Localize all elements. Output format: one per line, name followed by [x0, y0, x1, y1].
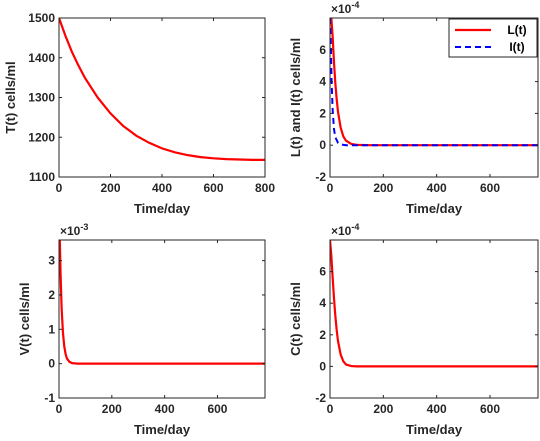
y-tick-label: 6: [319, 265, 326, 279]
y-axis-label: L(t) and I(t) cells/ml: [288, 38, 303, 157]
series-line-0: [59, 18, 265, 162]
legend-entry-label: I(t): [509, 40, 524, 54]
x-tick-label: 600: [480, 402, 500, 416]
y-tick-label: -2: [315, 170, 326, 184]
y-tick-label: 0: [48, 357, 55, 371]
y-tick-label: 1500: [28, 11, 55, 25]
y-tick-label: 3: [48, 254, 55, 268]
y-tick-label: -2: [315, 391, 326, 405]
x-tick-label: 0: [56, 181, 63, 195]
y-tick-label: 2: [319, 328, 326, 342]
y-tick-label: 1: [48, 322, 55, 336]
exponent-multiplier: ×10-3: [60, 222, 88, 238]
y-axis-label: C(t) cells/ml: [288, 282, 303, 356]
panel-t-cells: 0 200 400 600 800 1100 1200 1300 1400 1500 Time/da…: [3, 11, 275, 216]
legend: L(t) I(t): [448, 18, 538, 58]
y-tick-label: 2: [319, 106, 326, 120]
x-tick-label: 400: [152, 181, 172, 195]
y-tick-label: 1300: [28, 91, 55, 105]
y-axis-label: V(t) cells/ml: [17, 283, 32, 356]
y-tick-label: 1100: [29, 170, 55, 184]
legend-entry-label: L(t): [507, 23, 526, 37]
y-tick-label: -1: [44, 391, 55, 405]
x-tick-label: 0: [327, 181, 334, 195]
x-tick-label: 400: [427, 181, 447, 195]
x-tick-label: 200: [373, 402, 393, 416]
exponent-multiplier: ×10-4: [331, 0, 359, 16]
y-tick-label: 0: [319, 359, 326, 373]
y-tick-label: 2: [48, 288, 55, 302]
x-tick-label: 800: [255, 181, 275, 195]
y-tick-label: 6: [319, 43, 326, 57]
x-tick-label: 600: [207, 402, 227, 416]
x-tick-label: 400: [155, 402, 175, 416]
x-axis-label: Time/day: [134, 422, 191, 437]
y-tick-label: 0: [319, 138, 326, 152]
y-tick-label: 1200: [28, 130, 55, 144]
exponent-multiplier: ×10-4: [331, 222, 359, 238]
series-line-0: [330, 240, 538, 368]
x-axis-label: Time/day: [406, 422, 463, 437]
axes-box: [329, 239, 539, 399]
y-tick-label: 1400: [28, 51, 55, 65]
y-tick-label: 4: [319, 75, 326, 89]
x-axis-label: Time/day: [134, 201, 191, 216]
x-tick-label: 600: [480, 181, 500, 195]
y-axis-label: T(t) cells/ml: [3, 61, 18, 133]
axes-box: [329, 17, 539, 178]
y-tick-label: 4: [319, 296, 326, 310]
axes-box: [58, 17, 266, 178]
x-tick-label: 200: [373, 181, 393, 195]
x-tick-label: 400: [427, 402, 447, 416]
series-line-it: [330, 18, 538, 147]
series-line-0: [59, 240, 265, 365]
x-tick-label: 200: [102, 402, 122, 416]
x-tick-label: 200: [100, 181, 120, 195]
x-tick-label: 0: [56, 402, 63, 416]
axes-box: [58, 239, 266, 399]
x-tick-label: 0: [327, 402, 334, 416]
series-line-lt: [330, 18, 538, 147]
x-tick-label: 600: [203, 181, 223, 195]
x-axis-label: Time/day: [406, 201, 463, 216]
